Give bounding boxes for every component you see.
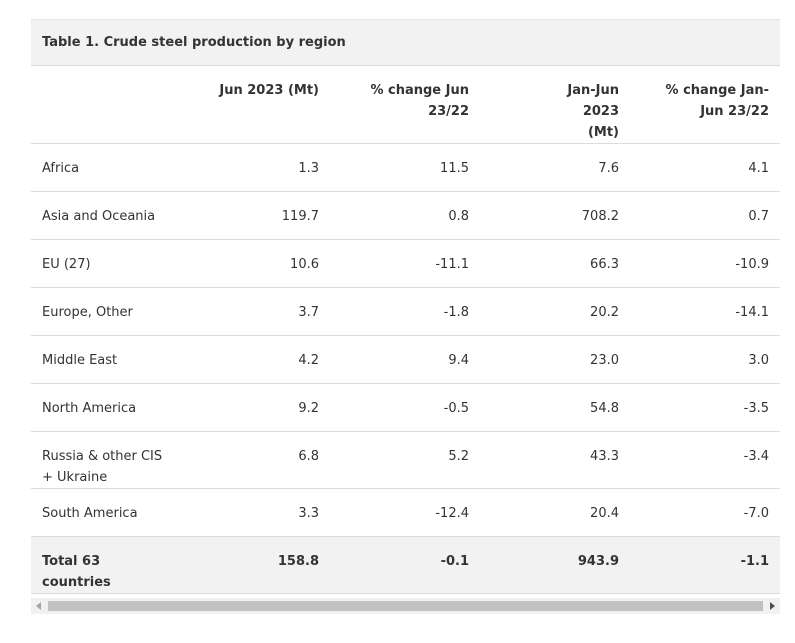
column-header: Jun 2023 (Mt) — [180, 65, 330, 144]
cell-value: -0.5 — [330, 383, 480, 432]
cell-value: 7.6 — [480, 143, 630, 192]
column-header: Jan-Jun 2023 (Mt) — [480, 65, 630, 144]
cell-value: -12.4 — [330, 488, 480, 537]
cell-value: 0.7 — [630, 191, 780, 240]
cell-value: 66.3 — [480, 239, 630, 288]
table-title: Table 1. Crude steel production by regio… — [31, 19, 780, 66]
row-label: North America — [31, 383, 180, 432]
cell-value: -10.9 — [630, 239, 780, 288]
cell-value: 3.7 — [180, 287, 330, 336]
row-label: Russia & other CIS + Ukraine — [31, 431, 180, 489]
header-text: % change Jun 23/22 — [370, 83, 469, 119]
scroll-right[interactable] — [770, 602, 775, 610]
total-row: Total 63 countries 158.8 -0.1 943.9 -1.1 — [31, 536, 780, 594]
header-text: % change Jan-Jun 23/22 — [665, 83, 769, 119]
row-label: South America — [31, 488, 180, 537]
cell-value: 943.9 — [480, 536, 630, 594]
column-header: % change Jun 23/22 — [330, 65, 480, 144]
cell-value: 54.8 — [480, 383, 630, 432]
cell-value: -3.5 — [630, 383, 780, 432]
row-label: Asia and Oceania — [31, 191, 180, 240]
caption-row: Table 1. Crude steel production by regio… — [31, 19, 780, 66]
data-row: Europe, Other 3.7 -1.8 20.2 -14.1 — [31, 287, 780, 336]
cell-value: 4.1 — [630, 143, 780, 192]
data-row: South America 3.3 -12.4 20.4 -7.0 — [31, 488, 780, 537]
data-row: EU (27) 10.6 -11.1 66.3 -10.9 — [31, 239, 780, 288]
table-container: Table 1. Crude steel production by regio… — [31, 19, 780, 594]
data-row: Russia & other CIS + Ukraine 6.8 5.2 43.3 -3… — [31, 431, 780, 489]
cell-value: -11.1 — [330, 239, 480, 288]
row-label: Europe, Other — [31, 287, 180, 336]
row-label: EU (27) — [31, 239, 180, 288]
data-row: Asia and Oceania 119.7 0.8 708.2 0.7 — [31, 191, 780, 240]
header-row: Jun 2023 (Mt) % change Jun 23/22 Jan-Jun 2… — [31, 65, 780, 144]
row-label: Middle East — [31, 335, 180, 384]
column-header: % change Jan-Jun 23/22 — [630, 65, 780, 144]
cell-value: 158.8 — [180, 536, 330, 594]
cell-value: 3.3 — [180, 488, 330, 537]
row-label: Total 63 countries — [31, 536, 180, 594]
cell-value: 708.2 — [480, 191, 630, 240]
cell-value: 119.7 — [180, 191, 330, 240]
cell-value: 23.0 — [480, 335, 630, 384]
cell-value: -0.1 — [330, 536, 480, 594]
cell-value: 1.3 — [180, 143, 330, 192]
horizontal-scrollbar[interactable] — [31, 598, 780, 614]
data-row: Middle East 4.2 9.4 23.0 3.0 — [31, 335, 780, 384]
cell-value: 20.2 — [480, 287, 630, 336]
cell-value: -3.4 — [630, 431, 780, 489]
row-label: Africa — [31, 143, 180, 192]
cell-value: 6.8 — [180, 431, 330, 489]
cell-value: 20.4 — [480, 488, 630, 537]
cell-value: 4.2 — [180, 335, 330, 384]
cell-value: 11.5 — [330, 143, 480, 192]
cell-value: 43.3 — [480, 431, 630, 489]
header-text: Jun 2023 (Mt) — [219, 83, 319, 98]
cell-value: -14.1 — [630, 287, 780, 336]
cell-value: 10.6 — [180, 239, 330, 288]
cell-value: 3.0 — [630, 335, 780, 384]
cell-value: 9.2 — [180, 383, 330, 432]
scroll-left[interactable] — [36, 602, 41, 610]
cell-value: 9.4 — [330, 335, 480, 384]
column-header — [31, 65, 180, 144]
cell-value: 5.2 — [330, 431, 480, 489]
scroll-thumb[interactable] — [48, 601, 763, 611]
cell-value: -1.8 — [330, 287, 480, 336]
header-text: Jan-Jun 2023 (Mt) — [567, 83, 619, 140]
cell-value: 0.8 — [330, 191, 480, 240]
data-row: Africa 1.3 11.5 7.6 4.1 — [31, 143, 780, 192]
data-row: North America 9.2 -0.5 54.8 -3.5 — [31, 383, 780, 432]
cell-value: -7.0 — [630, 488, 780, 537]
data-table: Table 1. Crude steel production by regio… — [31, 19, 780, 594]
cell-value: -1.1 — [630, 536, 780, 594]
